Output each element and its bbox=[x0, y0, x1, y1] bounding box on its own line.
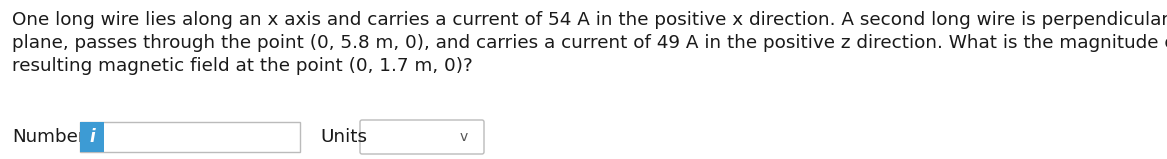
Text: One long wire lies along an x axis and carries a current of 54 A in the positive: One long wire lies along an x axis and c… bbox=[12, 11, 1167, 29]
FancyBboxPatch shape bbox=[359, 120, 484, 154]
Text: v: v bbox=[460, 130, 468, 144]
Text: Units: Units bbox=[320, 128, 366, 146]
Text: i: i bbox=[89, 128, 95, 146]
Text: Number: Number bbox=[12, 128, 85, 146]
Text: plane, passes through the point (0, 5.8 m, 0), and carries a current of 49 A in : plane, passes through the point (0, 5.8 … bbox=[12, 34, 1167, 52]
Text: resulting magnetic field at the point (0, 1.7 m, 0)?: resulting magnetic field at the point (0… bbox=[12, 57, 473, 75]
FancyBboxPatch shape bbox=[81, 122, 104, 152]
FancyBboxPatch shape bbox=[81, 122, 300, 152]
